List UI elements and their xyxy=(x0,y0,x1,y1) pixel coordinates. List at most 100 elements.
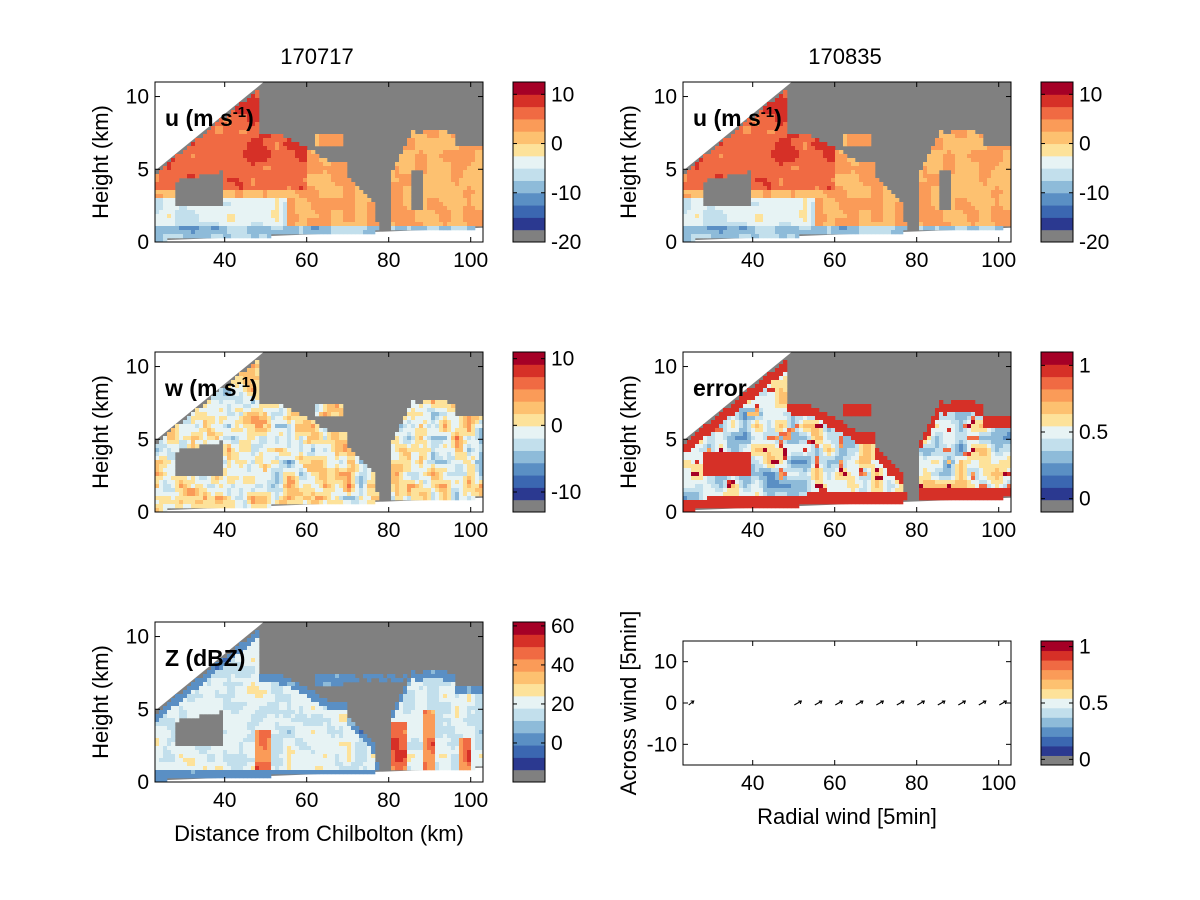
heatmap-cell xyxy=(1007,222,1012,227)
heatmap-cell xyxy=(443,408,448,413)
heatmap-cell xyxy=(195,492,200,497)
heatmap-cell xyxy=(155,480,160,485)
heatmap-cell xyxy=(755,190,760,195)
heatmap-cell xyxy=(155,214,160,219)
heatmap-cell xyxy=(163,440,168,445)
heatmap-cell xyxy=(319,230,324,235)
heatmap-cell xyxy=(271,452,276,457)
heatmap-cell xyxy=(243,214,248,219)
heatmap-cell xyxy=(303,468,308,473)
heatmap-cell xyxy=(435,440,440,445)
heatmap-cell xyxy=(231,388,236,393)
heatmap-cell xyxy=(199,504,204,509)
heatmap-cell xyxy=(259,496,264,501)
heatmap-cell xyxy=(167,496,172,501)
heatmap-cell xyxy=(295,484,300,489)
heatmap-cell xyxy=(419,210,424,215)
heatmap-cell xyxy=(243,114,248,119)
heatmap-cell xyxy=(859,178,864,183)
heatmap-cell xyxy=(847,166,852,171)
heatmap-cell xyxy=(203,166,208,171)
heatmap-cell xyxy=(767,182,772,187)
heatmap-cell xyxy=(231,126,236,131)
heatmap-cell xyxy=(167,234,172,239)
heatmap-cell xyxy=(155,174,160,179)
heatmap-cell xyxy=(235,472,240,477)
heatmap-cell xyxy=(963,154,968,159)
heatmap-cell xyxy=(175,432,180,437)
heatmap-cell xyxy=(255,138,260,143)
heatmap-cell xyxy=(407,468,412,473)
heatmap-cell xyxy=(239,504,244,509)
heatmap-cell xyxy=(363,230,368,235)
heatmap-cell xyxy=(799,230,804,235)
heatmap-cell xyxy=(775,178,780,183)
heatmap-cell xyxy=(275,444,280,449)
heatmap-cell xyxy=(279,448,284,453)
heatmap-cell xyxy=(259,186,264,191)
heatmap-cell xyxy=(855,218,860,223)
heatmap-cell xyxy=(431,186,436,191)
heatmap-cell xyxy=(267,210,272,215)
heatmap-cell xyxy=(239,400,244,405)
heatmap-cell xyxy=(447,404,452,409)
heatmap-cell xyxy=(299,202,304,207)
heatmap-cell xyxy=(359,480,364,485)
heatmap-cell xyxy=(211,218,216,223)
heatmap-cell xyxy=(251,230,256,235)
heatmap-cell xyxy=(959,142,964,147)
heatmap-cell xyxy=(287,166,292,171)
heatmap-cell xyxy=(319,158,324,163)
heatmap-cell xyxy=(783,202,788,207)
heatmap-cell xyxy=(223,154,228,159)
heatmap-cell xyxy=(999,214,1004,219)
heatmap-cell xyxy=(427,452,432,457)
heatmap-cell xyxy=(431,416,436,421)
heatmap-cell xyxy=(771,122,776,127)
heatmap-cell xyxy=(211,400,216,405)
heatmap-cell xyxy=(251,396,256,401)
heatmap-cell xyxy=(255,194,260,199)
heatmap-cell xyxy=(271,230,276,235)
heatmap-cell xyxy=(331,190,336,195)
heatmap-cell xyxy=(235,484,240,489)
heatmap-cell xyxy=(355,190,360,195)
heatmap-cell xyxy=(983,158,988,163)
heatmap-cell xyxy=(291,424,296,429)
heatmap-cell xyxy=(767,154,772,159)
heatmap-cell xyxy=(399,484,404,489)
heatmap-cell xyxy=(163,174,168,179)
out-of-scan-ground xyxy=(155,497,483,512)
heatmap-cell xyxy=(423,218,428,223)
heatmap-cell xyxy=(231,428,236,433)
heatmap-cell xyxy=(811,146,816,151)
heatmap-cell xyxy=(159,198,164,203)
heatmap-cell xyxy=(323,210,328,215)
heatmap-cell xyxy=(411,150,416,155)
heatmap-cell xyxy=(919,174,924,179)
heatmap-cell xyxy=(175,234,180,239)
heatmap-cell xyxy=(267,230,272,235)
heatmap-cell xyxy=(955,158,960,163)
heatmap-cell xyxy=(187,234,192,239)
heatmap-cell xyxy=(299,476,304,481)
heatmap-cell xyxy=(371,202,376,207)
heatmap-cell xyxy=(447,488,452,493)
heatmap-cell xyxy=(187,154,192,159)
heatmap-cell xyxy=(331,476,336,481)
heatmap-cell xyxy=(291,170,296,175)
heatmap-cell xyxy=(159,206,164,211)
heatmap-cell xyxy=(687,170,692,175)
heatmap-cell xyxy=(995,178,1000,183)
heatmap-cell xyxy=(223,150,228,155)
heatmap-cell xyxy=(863,190,868,195)
heatmap-cell xyxy=(975,210,980,215)
heatmap-cell xyxy=(767,106,772,111)
heatmap-cell xyxy=(743,162,748,167)
heatmap-cell xyxy=(959,146,964,151)
heatmap-cell xyxy=(291,206,296,211)
heatmap-cell xyxy=(775,198,780,203)
heatmap-cell xyxy=(371,230,376,235)
heatmap-cell xyxy=(451,428,456,433)
heatmap-cell xyxy=(175,500,180,505)
